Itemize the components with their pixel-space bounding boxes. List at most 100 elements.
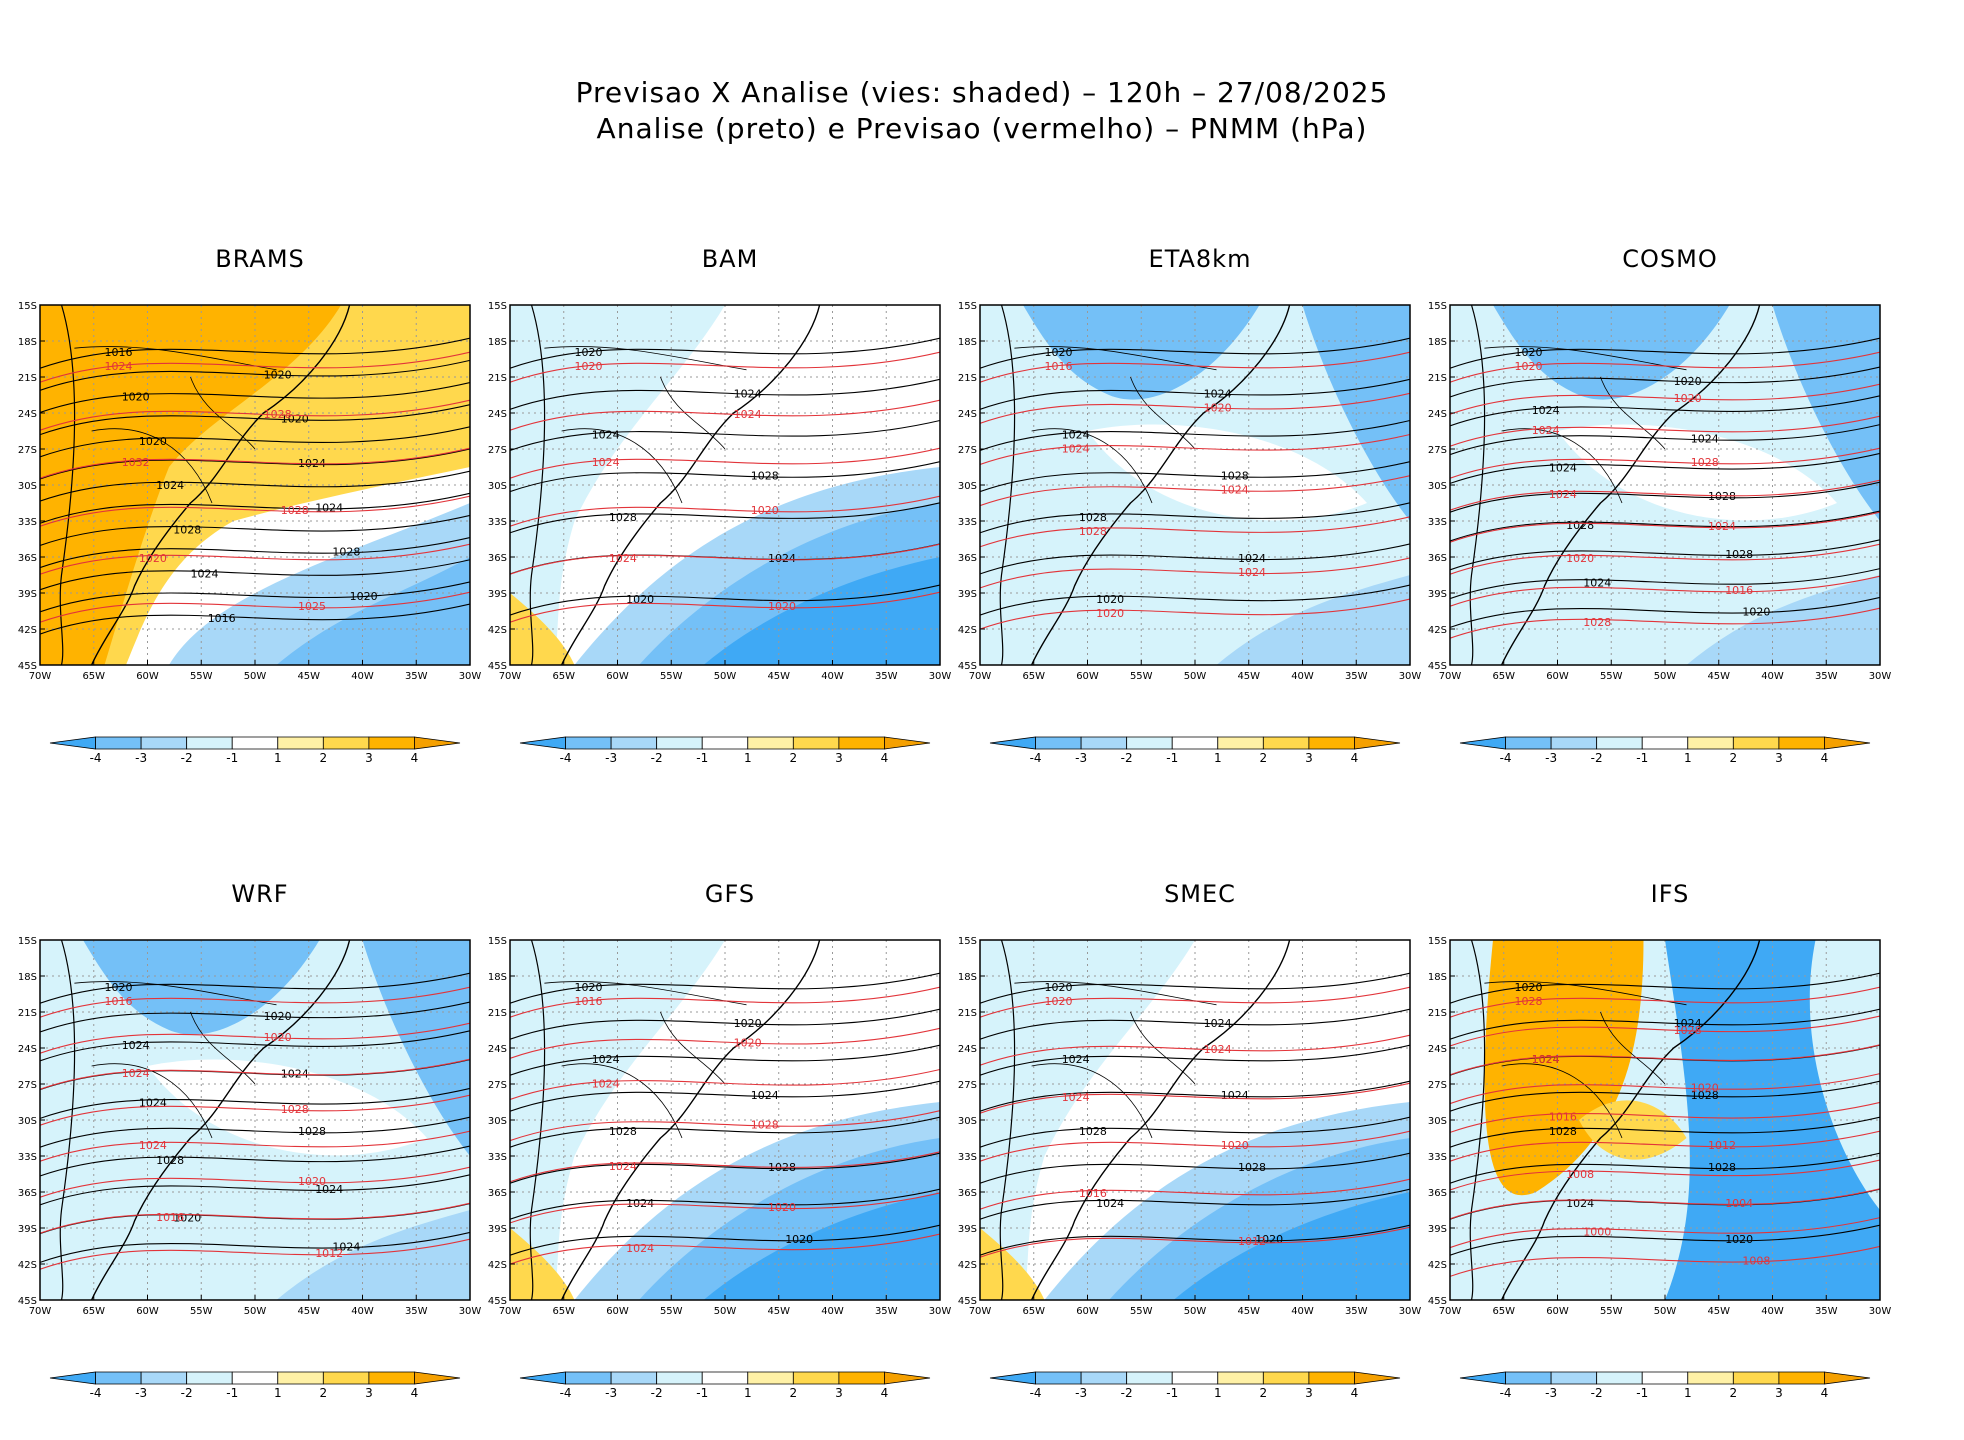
analysis-isobar-label: 1028 [1549, 1125, 1577, 1138]
colorbar-segment [884, 736, 931, 750]
panel-eta8km: ETA8km 1020 1024 1024 1028 1028 1024 1020 1016 10… [958, 245, 1435, 805]
andes-border [59, 305, 76, 665]
analysis-isobar [40, 381, 470, 414]
colorbar-segment [368, 736, 415, 750]
analysis-isobar [40, 492, 470, 524]
forecast-isobar-label: 1020 [1096, 607, 1124, 620]
forecast-isobar [510, 1233, 940, 1265]
analysis-isobar-label: 1024 [139, 1096, 167, 1109]
lon-tick-label: 50W [714, 671, 737, 682]
lon-tick-label: 70W [1439, 1306, 1462, 1317]
colorbar-segment [140, 736, 188, 750]
colorbar-label: -2 [1121, 1386, 1133, 1400]
colorbar: -4 -3 -2 -1 1 2 3 4 [1459, 736, 1871, 765]
colorbar-label: 3 [1775, 751, 1783, 765]
lon-tick-label: 30W [1399, 671, 1422, 682]
map-area: 1020102010241024102410281028102410201024… [18, 936, 481, 1317]
map-svg: 1020102010241024102410281028102810241020… [1428, 301, 1891, 765]
analysis-isobar-label: 1020 [734, 1017, 762, 1030]
lat-tick-label: 36S [958, 1188, 977, 1199]
analysis-isobar [40, 537, 470, 569]
forecast-isobar [1450, 1217, 1880, 1249]
bias-shading [703, 557, 940, 665]
forecast-isobar-label: 1016 [1045, 360, 1073, 373]
colorbar-segment [884, 1371, 931, 1385]
colorbar-label: 4 [411, 751, 419, 765]
lat-tick-label: 15S [488, 301, 507, 312]
colorbar-label: -2 [651, 751, 663, 765]
lon-tick-label: 50W [1654, 1306, 1677, 1317]
analysis-isobar [1450, 972, 1880, 1004]
lat-tick-label: 42S [958, 1260, 977, 1271]
analysis-isobar [1450, 510, 1880, 542]
analysis-isobar [40, 1145, 470, 1177]
lat-tick-label: 27S [958, 445, 977, 456]
lon-tick-label: 45W [1707, 1306, 1730, 1317]
lat-tick-label: 18S [18, 337, 37, 348]
colorbar-segment [610, 1371, 658, 1385]
analysis-isobar-label: 1028 [1079, 1125, 1107, 1138]
lon-tick-label: 60W [606, 671, 629, 682]
colorbar-label: -4 [560, 751, 572, 765]
colorbar-label: -4 [1030, 751, 1042, 765]
panel-title: COSMO [1622, 245, 1718, 273]
forecast-isobar-label: 1012 [1708, 1139, 1736, 1152]
panel-smec: SMEC 1020 1024 1024 1024 1028 1028 1024 1020 1020… [958, 880, 1435, 1440]
analysis-isobar [40, 1001, 470, 1033]
panel-title: BRAMS [215, 245, 305, 273]
forecast-isobar [1450, 986, 1880, 1018]
lat-tick-label: 42S [18, 1260, 37, 1271]
forecast-isobar-label: 1020 [264, 1031, 292, 1044]
forecast-isobar-label: 1020 [1674, 392, 1702, 405]
lat-tick-label: 27S [488, 1080, 507, 1091]
analysis-isobar-label: 1020 [1045, 981, 1073, 994]
colorbar-segment [1035, 736, 1082, 750]
analysis-isobar [1450, 452, 1880, 484]
lat-tick-label: 39S [488, 589, 507, 600]
analysis-isobar [510, 461, 940, 493]
colorbar-segment [656, 1371, 703, 1385]
forecast-isobar [510, 351, 940, 383]
colorbar-segment [414, 736, 461, 750]
lon-tick-label: 40W [1291, 1306, 1314, 1317]
lat-tick-label: 24S [488, 409, 507, 420]
colorbar: -4 -3 -2 -1 1 2 3 4 [1459, 1371, 1871, 1400]
colorbar-label: 3 [1305, 751, 1313, 765]
lon-tick-label: 45W [767, 671, 790, 682]
bias-shading [510, 593, 575, 665]
analysis-isobar-label: 1024 [1583, 577, 1611, 590]
analysis-isobar-label: 1024 [1691, 433, 1719, 446]
forecast-isobar-label: 1016 [156, 1211, 184, 1224]
forecast-isobar [1450, 447, 1880, 479]
lon-tick-label: 35W [1345, 671, 1368, 682]
lat-tick-label: 30S [958, 1116, 977, 1127]
analysis-isobar-label: 1024 [1062, 428, 1090, 441]
lat-tick-label: 21S [958, 1008, 977, 1019]
colorbar-label: -1 [1166, 1386, 1178, 1400]
colorbar-label: 3 [365, 751, 373, 765]
colorbar: -4 -3 -2 -1 1 2 3 4 [519, 736, 931, 765]
forecast-isobar-label: 1020 [1566, 552, 1594, 565]
lat-tick-label: 18S [958, 337, 977, 348]
lon-tick-label: 60W [606, 1306, 629, 1317]
lon-tick-label: 30W [929, 671, 952, 682]
colorbar-label: 3 [835, 1386, 843, 1400]
analysis-isobar-label: 1020 [1045, 346, 1073, 359]
lat-tick-label: 39S [488, 1224, 507, 1235]
analysis-isobar [980, 972, 1410, 1004]
colorbar-segment [792, 736, 840, 750]
forecast-isobar [1450, 1245, 1880, 1277]
colorbar-segment [838, 736, 885, 750]
map-svg: 1020102010241024102810281024102010161020… [488, 936, 951, 1400]
colorbar-label: -4 [90, 1386, 102, 1400]
bias-shading [40, 305, 341, 665]
colorbar-segment [277, 736, 324, 750]
forecast-isobar-label: 1024 [1062, 1091, 1090, 1104]
lon-tick-label: 65W [82, 1306, 105, 1317]
forecast-isobar [40, 351, 470, 383]
lat-tick-label: 45S [1428, 661, 1447, 672]
forecast-isobar-label: 1028 [1674, 1024, 1702, 1037]
colorbar-label: -4 [1030, 1386, 1042, 1400]
forecast-isobar-label: 1025 [298, 600, 326, 613]
map-area: 1020102410241028102810281024102010281028… [1428, 936, 1891, 1317]
